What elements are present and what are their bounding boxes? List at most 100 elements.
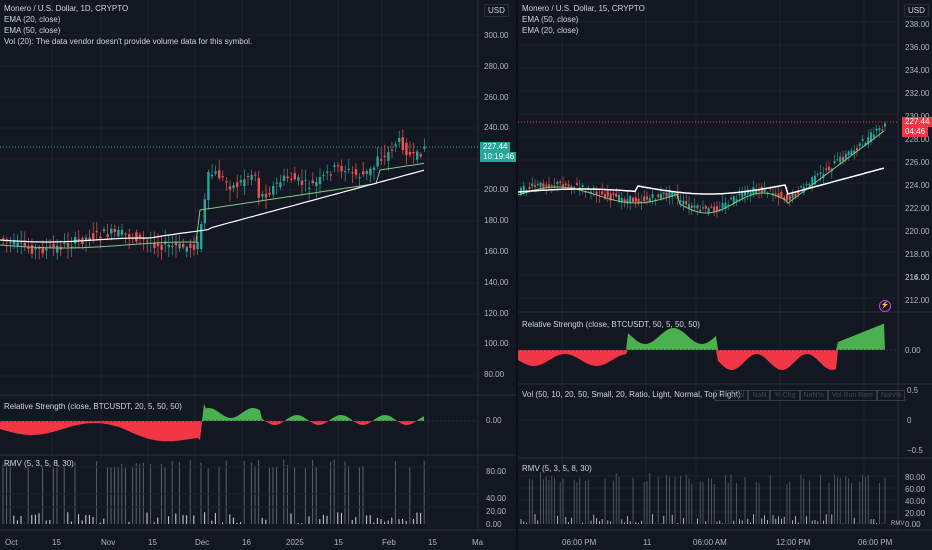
ema-50-line bbox=[518, 167, 885, 195]
candle-body bbox=[358, 177, 361, 179]
candle-body bbox=[326, 171, 329, 173]
left-price-tag: 227.44 bbox=[480, 142, 511, 152]
candle-body bbox=[380, 159, 383, 161]
candle-body bbox=[626, 199, 629, 204]
candle-body bbox=[620, 198, 623, 203]
left-symbol-title[interactable]: Monero / U.S. Dollar, 1D, CRYPTO bbox=[4, 4, 129, 13]
right-ema-20-legend[interactable]: EMA (20, close) bbox=[522, 26, 579, 35]
candle-body bbox=[196, 241, 199, 250]
right-vol-legend[interactable]: Vol (50, 10, 20, 50, Small, 20, Ratio, L… bbox=[522, 390, 741, 399]
candle-body bbox=[142, 238, 145, 240]
l-time-axis-label: 15 bbox=[148, 538, 157, 547]
candle-body bbox=[2, 238, 5, 241]
candle-body bbox=[66, 243, 70, 247]
candle-body bbox=[718, 209, 721, 211]
candle-body bbox=[534, 185, 536, 187]
candle-body bbox=[884, 123, 886, 127]
candle-body bbox=[528, 187, 531, 189]
rs-negative-area bbox=[518, 350, 885, 370]
r-price-axis-label: 220.00 bbox=[905, 227, 930, 236]
candle-body bbox=[559, 181, 562, 183]
right-chart-panel[interactable]: Monero / U.S. Dollar, 15, CRYPTO EMA (50… bbox=[518, 0, 932, 550]
left-ema-20-legend[interactable]: EMA (20, close) bbox=[4, 15, 61, 24]
candle-body bbox=[640, 201, 643, 203]
candle-body bbox=[34, 247, 37, 250]
candle-body bbox=[724, 202, 727, 209]
candle-body bbox=[30, 245, 34, 254]
left-rmv-legend[interactable]: RMV (5, 3, 5, 8, 30) bbox=[4, 459, 74, 468]
candle-body bbox=[236, 182, 239, 187]
candle-body bbox=[408, 151, 412, 155]
ema-20-line bbox=[0, 162, 425, 249]
right-rmv-tag: RMV bbox=[891, 521, 905, 527]
l-price-axis-label: 300.00 bbox=[484, 31, 509, 40]
candle-body bbox=[819, 172, 822, 174]
candle-body bbox=[390, 149, 394, 151]
ema-20-line bbox=[518, 130, 885, 214]
r-price-axis-label: 234.00 bbox=[905, 66, 930, 75]
candle-body bbox=[110, 228, 113, 234]
candle-body bbox=[567, 184, 570, 187]
candle-body bbox=[668, 190, 671, 198]
candle-body bbox=[864, 143, 867, 146]
candle-body bbox=[315, 181, 318, 187]
candle-body bbox=[805, 184, 808, 186]
left-volume-legend[interactable]: Vol (20): The data vendor doesn't provid… bbox=[4, 37, 253, 46]
candle-body bbox=[609, 193, 612, 201]
left-currency-button[interactable]: USD bbox=[484, 4, 509, 17]
candle-body bbox=[648, 198, 651, 203]
candle-body bbox=[531, 183, 534, 187]
candle-body bbox=[836, 159, 839, 161]
l-rmv-axis-label: 40.00 bbox=[486, 494, 507, 503]
l-time-axis-label: Oct bbox=[5, 538, 18, 547]
right-rmv-legend[interactable]: RMV (5, 3, 5, 8, 30) bbox=[522, 464, 592, 473]
r-price-axis-label: 218.00 bbox=[905, 250, 930, 259]
candle-body bbox=[685, 200, 688, 205]
candle-body bbox=[721, 203, 724, 208]
left-rs-legend[interactable]: Relative Strength (close, BTCUSDT, 20, 5… bbox=[4, 402, 182, 411]
right-symbol-title[interactable]: Monero / U.S. Dollar, 15, CRYPTO bbox=[522, 4, 645, 13]
candle-body bbox=[878, 128, 881, 131]
l-time-axis-label: 15 bbox=[52, 538, 61, 547]
right-ema-50-legend[interactable]: EMA (50, close) bbox=[522, 15, 579, 24]
candle-body bbox=[704, 206, 707, 209]
candle-body bbox=[646, 196, 648, 200]
candle-body bbox=[308, 187, 311, 189]
candle-body bbox=[344, 171, 347, 173]
l-time-axis-label: 2025 bbox=[286, 538, 304, 547]
candle-body bbox=[556, 181, 559, 185]
r-price-axis-label: 230.00 bbox=[905, 112, 929, 121]
candle-body bbox=[707, 208, 710, 214]
left-chart-canvas[interactable] bbox=[0, 0, 516, 550]
candle-body bbox=[576, 183, 578, 185]
candle-body bbox=[738, 193, 741, 195]
right-chart-canvas[interactable] bbox=[518, 0, 932, 550]
candle-body bbox=[545, 184, 548, 187]
candle-body bbox=[573, 186, 576, 189]
candle-body bbox=[861, 138, 864, 141]
candle-body bbox=[786, 193, 788, 201]
candle-body bbox=[272, 185, 275, 195]
candle-body bbox=[412, 152, 415, 154]
candle-body bbox=[643, 196, 646, 202]
candle-body bbox=[135, 232, 138, 242]
candle-body bbox=[601, 191, 604, 195]
candle-body bbox=[261, 193, 264, 197]
candle-body bbox=[665, 193, 668, 197]
panel-divider[interactable] bbox=[516, 0, 518, 550]
candle-body bbox=[268, 192, 271, 195]
l-time-axis-label: 15 bbox=[428, 538, 437, 547]
l-price-axis-label: 140.00 bbox=[484, 278, 509, 287]
right-currency-button[interactable]: USD bbox=[904, 4, 929, 17]
candle-body bbox=[27, 246, 30, 249]
left-ema-50-legend[interactable]: EMA (50, close) bbox=[4, 26, 61, 35]
left-chart-panel[interactable]: Monero / U.S. Dollar, 1D, CRYPTO EMA (20… bbox=[0, 0, 518, 550]
candle-body bbox=[329, 174, 332, 176]
r-price-axis-label: 226.00 bbox=[905, 158, 930, 167]
candle-body bbox=[536, 183, 539, 185]
candle-body bbox=[637, 198, 640, 203]
lightning-alert-icon[interactable]: ⚡ bbox=[879, 300, 891, 312]
right-rs-legend[interactable]: Relative Strength (close, BTCUSDT, 50, 5… bbox=[522, 320, 700, 329]
candle-body bbox=[814, 175, 816, 185]
candle-body bbox=[203, 199, 206, 224]
